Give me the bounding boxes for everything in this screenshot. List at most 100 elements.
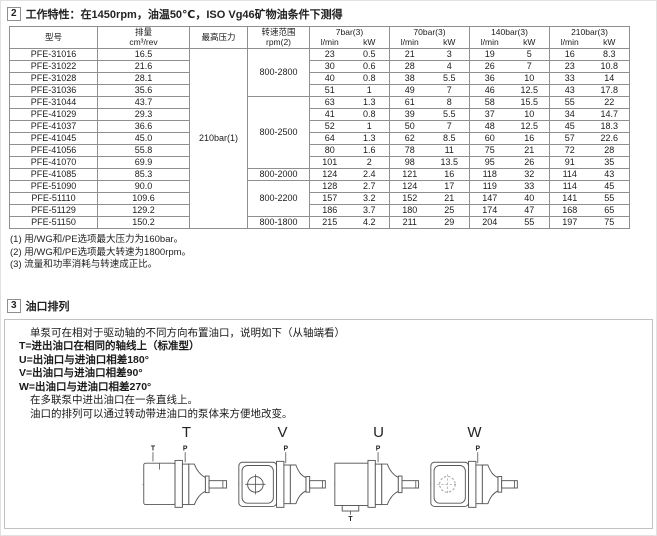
flow-value: 46 xyxy=(484,85,495,95)
displacement-cell: 55.8 xyxy=(97,144,190,157)
model-cell: PFE-41085 xyxy=(9,168,98,181)
power-value: 1 xyxy=(366,85,372,95)
port-arrangement-box: 单泵可在相对于驱动轴的不同方向布置油口，说明如下（从轴端看） T=进出油口在相同… xyxy=(4,318,653,529)
table-row: PFE-41037 36.6 52 1 50 7 48 12.5 45 18.3 xyxy=(9,120,630,133)
flow-value: 16 xyxy=(564,49,575,59)
header-displacement-label: 排量 xyxy=(134,27,152,37)
flow-power-cell: 98 13.5 xyxy=(389,156,470,169)
flow-value: 23 xyxy=(564,61,575,71)
flow-value: 63 xyxy=(324,97,335,107)
pump-diagrams: T T P V xyxy=(19,425,642,523)
flow-value: 37 xyxy=(484,109,495,119)
flow-power-cell: 61 8 xyxy=(389,96,470,109)
displacement-cell: 129.2 xyxy=(97,204,190,217)
model-cell: PFE-41070 xyxy=(9,156,98,169)
model-cell: PFE-41056 xyxy=(9,144,98,157)
power-value: 22 xyxy=(604,97,615,107)
port-arrangement-line: W=出油口与进油口相差270° xyxy=(19,380,152,393)
power-unit-label: kW xyxy=(443,36,456,47)
power-value: 7 xyxy=(526,61,532,71)
speed-range-cell: 800-1800 xyxy=(247,216,310,229)
port-label-P: P xyxy=(475,445,480,452)
flow-power-cell: 23 10.8 xyxy=(549,60,630,73)
flow-value: 174 xyxy=(482,205,498,215)
flow-value: 60 xyxy=(484,133,495,143)
flow-power-cell: 168 65 xyxy=(549,204,630,217)
model-cell: PFE-41029 xyxy=(9,108,98,121)
power-value: 75 xyxy=(604,217,615,227)
flow-power-cell: 57 22.6 xyxy=(549,132,630,145)
section3-title: 油口排列 xyxy=(25,300,70,313)
flow-unit-label: l/min xyxy=(320,36,339,47)
port-label-P: P xyxy=(182,445,187,452)
displacement-cell: 28.1 xyxy=(97,72,190,85)
table-row: PFE-51129 129.2 186 3.7 180 25 174 47 168 65 xyxy=(9,204,630,217)
displacement-cell: 43.7 xyxy=(97,96,190,109)
table-row: PFE-41056 55.8 80 1.6 78 11 75 21 72 28 xyxy=(9,144,630,157)
pump-side-view-icon: P xyxy=(429,445,518,508)
power-value: 1 xyxy=(366,121,372,131)
footnote: (2) 用/WG和/PE选项最大转速为1800rpm。 xyxy=(10,246,192,258)
displacement-cell: 90.0 xyxy=(97,180,190,193)
model-cell: PFE-51129 xyxy=(9,204,98,217)
flow-power-cell: 40 0.8 xyxy=(309,72,390,85)
model-cell: PFE-41037 xyxy=(9,120,98,133)
flow-value: 180 xyxy=(402,205,418,215)
flow-value: 55 xyxy=(564,97,575,107)
flow-value: 147 xyxy=(482,193,498,203)
flow-power-cell: 23 0.5 xyxy=(309,48,390,61)
power-value: 5.5 xyxy=(442,73,456,83)
flow-value: 157 xyxy=(322,193,338,203)
flow-power-cell: 204 55 xyxy=(469,216,550,229)
model-cell: PFE-31022 xyxy=(9,60,98,73)
flow-power-cell: 28 4 xyxy=(389,60,470,73)
flow-value: 124 xyxy=(322,169,338,179)
flow-power-cell: 38 5.5 xyxy=(389,72,470,85)
power-value: 45 xyxy=(604,181,615,191)
speed-range-cell: 800-2200 xyxy=(247,180,310,217)
flow-value: 197 xyxy=(562,217,578,227)
flow-power-cell: 43 17.8 xyxy=(549,84,630,97)
flow-value: 43 xyxy=(564,85,575,95)
flow-value: 211 xyxy=(402,217,417,227)
displacement-cell: 85.3 xyxy=(97,168,190,181)
pressure-group-label: 210bar(3) xyxy=(571,27,608,37)
flow-value: 114 xyxy=(562,181,577,191)
flow-power-cell: 55 22 xyxy=(549,96,630,109)
power-value: 8.5 xyxy=(442,133,456,143)
flow-power-cell: 186 3.7 xyxy=(309,204,390,217)
power-unit-label: kW xyxy=(523,36,536,47)
flow-power-cell: 72 28 xyxy=(549,144,630,157)
speed-range-cell: 800-2000 xyxy=(247,168,310,181)
flow-value: 118 xyxy=(482,169,497,179)
table-row: PFE-31036 35.6 51 1 49 7 46 12.5 43 17.8 xyxy=(9,84,630,97)
flow-power-cell: 152 21 xyxy=(389,192,470,205)
displacement-cell: 150.2 xyxy=(97,216,190,229)
power-value: 7 xyxy=(446,121,452,131)
flow-value: 101 xyxy=(322,157,338,167)
flow-value: 45 xyxy=(564,121,575,131)
flow-power-cell: 128 2.7 xyxy=(309,180,390,193)
diagram-letter: U xyxy=(373,424,384,441)
flow-value: 33 xyxy=(564,73,575,83)
power-value: 12.5 xyxy=(520,121,539,131)
flow-power-cell: 63 1.3 xyxy=(309,96,390,109)
flow-value: 49 xyxy=(404,85,415,95)
flow-power-cell: 197 75 xyxy=(549,216,630,229)
displacement-cell: 29.3 xyxy=(97,108,190,121)
flow-value: 80 xyxy=(324,145,335,155)
power-value: 55 xyxy=(604,193,615,203)
power-value: 28 xyxy=(604,145,615,155)
flow-value: 62 xyxy=(404,133,415,143)
power-value: 2.4 xyxy=(362,169,376,179)
flow-value: 128 xyxy=(322,181,338,191)
pressure-group-label: 70bar(3) xyxy=(413,27,446,37)
displacement-cell: 35.6 xyxy=(97,84,190,97)
flow-power-cell: 80 1.6 xyxy=(309,144,390,157)
pump-side-view-icon: P xyxy=(237,445,326,508)
flow-power-cell: 41 0.8 xyxy=(309,108,390,121)
header-displacement: 排量 cm³/rev xyxy=(97,26,190,49)
port-arrangement-line: 单泵可在相对于驱动轴的不同方向布置油口，说明如下（从轴端看） xyxy=(30,326,345,339)
pressure-group-label: 7bar(3) xyxy=(335,27,364,37)
flow-power-cell: 119 33 xyxy=(469,180,550,193)
